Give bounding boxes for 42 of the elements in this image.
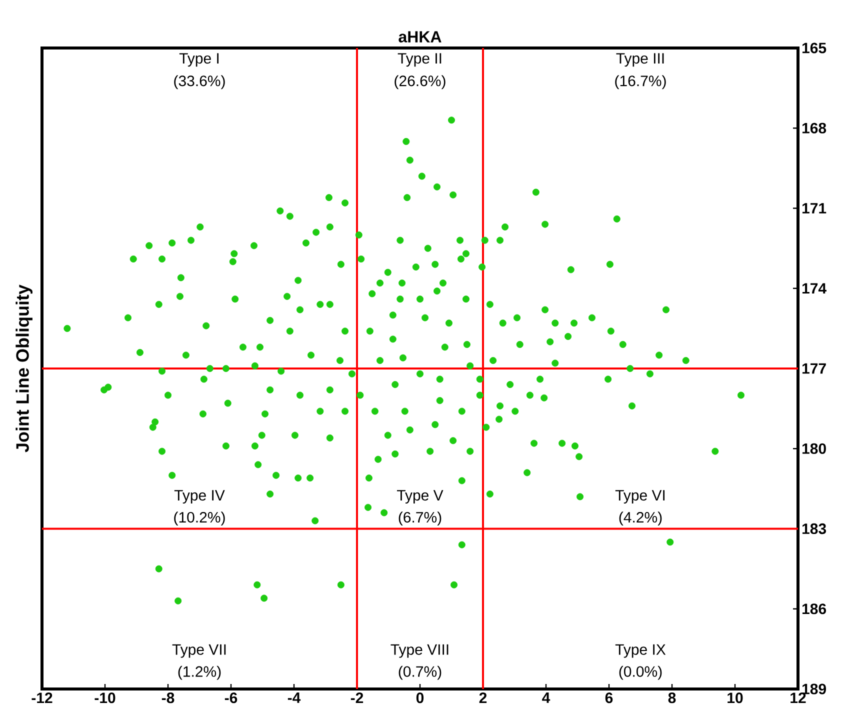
- x-tick-label: -10: [94, 692, 116, 704]
- x-tick-label: 6: [605, 692, 613, 704]
- annotation: (16.7%): [615, 75, 666, 90]
- y-tick-label: 165: [802, 42, 826, 54]
- annotation: Type V: [396, 490, 444, 504]
- y-tick-label: 186: [802, 604, 826, 614]
- annotation: Type III: [616, 53, 664, 67]
- y-tick-label: 174: [802, 283, 826, 294]
- annotation: (10.2%): [174, 512, 225, 526]
- annotation: (33.6%): [174, 75, 225, 90]
- x-tick-label: 2: [479, 692, 487, 704]
- x-tick-label: -6: [224, 692, 238, 704]
- y-tick-label: 189: [802, 684, 826, 694]
- x-tick-label: -4: [288, 692, 301, 703]
- annotation: (26.6%): [394, 75, 446, 90]
- x-tick-label: 12: [790, 692, 806, 704]
- annotation: (0.7%): [398, 666, 442, 680]
- x-tick-label: 0: [416, 692, 424, 704]
- y-tick-label: 177: [802, 363, 826, 374]
- x-tick-label: -12: [32, 692, 52, 704]
- y-tick-label: 183: [802, 523, 826, 534]
- annotation: Type I: [179, 53, 219, 67]
- y-axis-title: Joint Line Obliquity: [16, 284, 32, 452]
- annotation: Type IV: [174, 490, 225, 504]
- chart-title: aHKA: [398, 31, 442, 42]
- x-tick-label: -8: [162, 692, 174, 704]
- y-tick-label: 168: [802, 122, 826, 134]
- annotation: Type II: [398, 53, 442, 67]
- annotation: Type VIII: [390, 644, 448, 658]
- annotation: Type IX: [615, 644, 666, 658]
- annotation: (1.2%): [178, 666, 221, 680]
- x-tick-label: 10: [728, 692, 743, 704]
- annotation: (0.0%): [619, 666, 662, 680]
- y-tick-label: 171: [802, 203, 826, 214]
- x-tick-label: -2: [350, 692, 364, 704]
- x-tick-label: 8: [668, 692, 676, 704]
- annotation: (6.7%): [398, 512, 442, 526]
- y-tick-label: 180: [802, 443, 826, 454]
- annotation: (4.2%): [619, 512, 662, 526]
- x-tick-label: 4: [542, 692, 550, 703]
- annotation: Type VI: [615, 490, 665, 504]
- annotation: Type VII: [172, 644, 226, 658]
